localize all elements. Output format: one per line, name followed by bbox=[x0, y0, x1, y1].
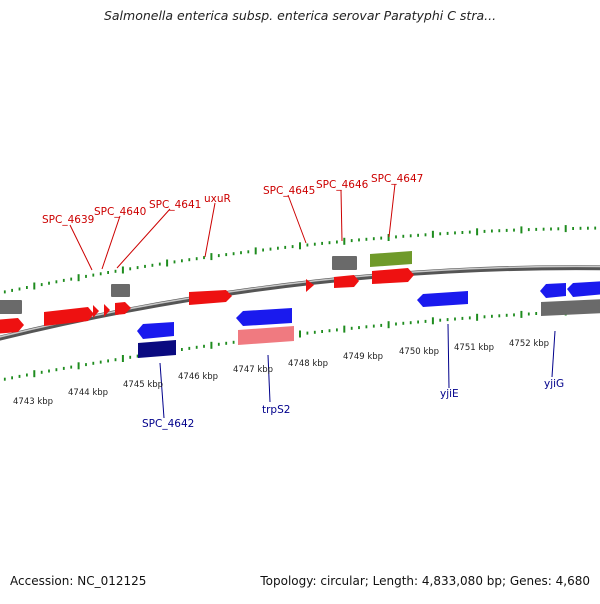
kbp-label: 4743 kbp bbox=[13, 397, 53, 407]
forward-gene-arrow[interactable] bbox=[0, 318, 24, 334]
reverse-gene-dark[interactable] bbox=[138, 340, 176, 358]
genome-title: Salmonella enterica subsp. enterica sero… bbox=[103, 8, 497, 23]
gray-gene[interactable] bbox=[541, 299, 600, 316]
gene-label-spc-4641[interactable]: SPC_4641 bbox=[149, 199, 201, 211]
gray-gene[interactable] bbox=[332, 256, 357, 270]
kbp-label: 4744 kbp bbox=[68, 388, 108, 398]
forward-gene-arrow[interactable] bbox=[189, 290, 232, 305]
kbp-label: 4749 kbp bbox=[343, 352, 383, 362]
topology-label: Topology: circular; Length: 4,833,080 bp… bbox=[260, 574, 590, 588]
forward-gene-arrow[interactable] bbox=[104, 304, 110, 317]
reverse-gene-arrow[interactable] bbox=[417, 291, 468, 307]
gray-gene[interactable] bbox=[111, 284, 130, 297]
kbp-scale: 4743 kbp 4744 kbp 4745 kbp 4746 kbp 4747… bbox=[13, 339, 549, 407]
forward-label-leaders bbox=[69, 183, 396, 271]
reverse-label-leaders bbox=[159, 323, 556, 419]
gene-label-trps2[interactable]: trpS2 bbox=[262, 404, 290, 416]
gene-label-yjie[interactable]: yjiE bbox=[440, 388, 459, 400]
reverse-gene-arrow[interactable] bbox=[137, 322, 174, 339]
kbp-label: 4745 kbp bbox=[123, 380, 163, 390]
gene-label-spc-4645[interactable]: SPC_4645 bbox=[263, 185, 315, 197]
gray-gene[interactable] bbox=[0, 300, 22, 314]
gene-label-spc-4640[interactable]: SPC_4640 bbox=[94, 206, 146, 218]
genome-backbone-highlight bbox=[0, 265, 600, 338]
kbp-label: 4750 kbp bbox=[399, 347, 439, 357]
forward-gene-arrow[interactable] bbox=[334, 275, 359, 288]
kbp-label: 4746 kbp bbox=[178, 372, 218, 382]
gene-label-yjig[interactable]: yjiG bbox=[544, 378, 564, 390]
gene-features bbox=[0, 251, 600, 358]
pink-gene[interactable] bbox=[238, 326, 294, 345]
forward-gene-arrow[interactable] bbox=[115, 302, 131, 315]
reverse-gene-arrow[interactable] bbox=[567, 281, 600, 297]
gene-label-uxur[interactable]: uxuR bbox=[204, 193, 231, 205]
forward-gene-arrow[interactable] bbox=[93, 305, 99, 318]
forward-gene-arrow[interactable] bbox=[306, 279, 314, 292]
kbp-label: 4747 kbp bbox=[233, 365, 273, 375]
gene-label-spc-4642[interactable]: SPC_4642 bbox=[142, 418, 194, 430]
gene-label-spc-4646[interactable]: SPC_4646 bbox=[316, 179, 369, 191]
gene-label-spc-4647[interactable]: SPC_4647 bbox=[371, 173, 423, 185]
reverse-gene-arrow[interactable] bbox=[236, 308, 292, 326]
accession-label: Accession: NC_012125 bbox=[10, 574, 147, 588]
outer-tick-track bbox=[3, 225, 597, 294]
kbp-label: 4751 kbp bbox=[454, 343, 494, 353]
gene-label-spc-4639[interactable]: SPC_4639 bbox=[42, 214, 94, 226]
forward-gene-arrow[interactable] bbox=[372, 268, 414, 284]
reverse-gene-arrow[interactable] bbox=[540, 283, 566, 298]
forward-gene-arrow[interactable] bbox=[44, 307, 94, 326]
kbp-label: 4752 kbp bbox=[509, 339, 549, 349]
green-gene[interactable] bbox=[370, 251, 412, 267]
kbp-label: 4748 kbp bbox=[288, 359, 328, 369]
